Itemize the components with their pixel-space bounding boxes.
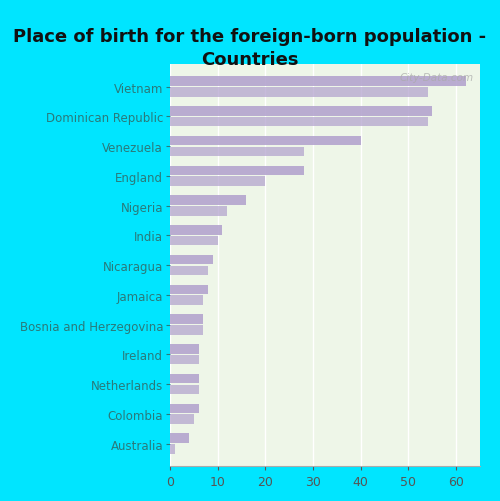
- Bar: [170, 345, 198, 354]
- Bar: [170, 166, 304, 176]
- Bar: [170, 404, 198, 413]
- Bar: [170, 88, 427, 98]
- Bar: [170, 266, 208, 276]
- Bar: [170, 226, 222, 235]
- Bar: [170, 207, 227, 216]
- Bar: [170, 285, 208, 295]
- Bar: [170, 296, 203, 305]
- Bar: [170, 326, 203, 335]
- Bar: [170, 256, 213, 265]
- Bar: [170, 196, 246, 205]
- Bar: [170, 77, 466, 87]
- Bar: [170, 137, 361, 146]
- Text: Place of birth for the foreign-born population -
Countries: Place of birth for the foreign-born popu…: [14, 28, 486, 69]
- Bar: [170, 315, 203, 324]
- Bar: [170, 414, 194, 424]
- Bar: [170, 385, 198, 394]
- Bar: [170, 107, 432, 117]
- Bar: [170, 355, 198, 365]
- Bar: [170, 177, 266, 186]
- Bar: [170, 444, 175, 454]
- Bar: [170, 433, 189, 443]
- Bar: [170, 118, 427, 127]
- Text: City-Data.com: City-Data.com: [400, 73, 474, 83]
- Bar: [170, 374, 198, 384]
- Bar: [170, 236, 218, 246]
- Bar: [170, 147, 304, 157]
